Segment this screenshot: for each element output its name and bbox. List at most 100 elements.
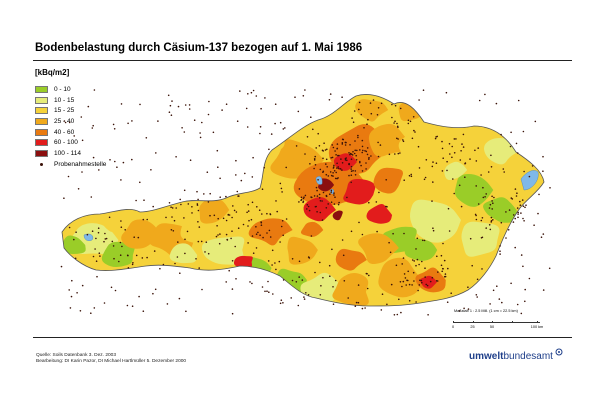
sample-point bbox=[91, 127, 94, 129]
sample-point bbox=[131, 158, 133, 161]
sample-point bbox=[109, 159, 111, 161]
sample-point bbox=[252, 252, 255, 254]
sample-point bbox=[366, 123, 368, 125]
sample-point bbox=[507, 229, 510, 231]
sample-point bbox=[407, 119, 410, 122]
sample-point bbox=[396, 125, 399, 128]
sample-point bbox=[290, 297, 293, 299]
sample-point bbox=[298, 188, 301, 190]
sample-point bbox=[485, 227, 488, 229]
sample-point bbox=[268, 148, 270, 151]
sample-point bbox=[119, 254, 122, 256]
sample-point bbox=[350, 165, 353, 168]
sample-point bbox=[310, 116, 312, 118]
sample-point bbox=[282, 302, 284, 304]
sample-point bbox=[455, 138, 457, 140]
sample-point bbox=[328, 99, 331, 101]
sample-point bbox=[462, 146, 465, 148]
sample-point bbox=[525, 204, 527, 206]
contamination-zone bbox=[248, 218, 293, 246]
sample-point bbox=[431, 165, 434, 168]
sample-point bbox=[432, 229, 435, 232]
sample-point bbox=[77, 188, 80, 190]
sample-point bbox=[475, 294, 478, 296]
sample-point bbox=[215, 235, 218, 238]
sample-point bbox=[350, 158, 353, 160]
sample-point bbox=[201, 288, 203, 291]
sample-point bbox=[90, 312, 92, 315]
sample-point bbox=[274, 103, 277, 105]
sample-point bbox=[141, 257, 144, 259]
sample-point bbox=[441, 140, 443, 143]
sample-point bbox=[228, 214, 231, 216]
sample-point bbox=[520, 212, 522, 214]
sample-point bbox=[171, 100, 173, 102]
sample-point bbox=[482, 186, 484, 189]
legend-item: 40 - 60 bbox=[35, 127, 106, 138]
sample-point bbox=[300, 198, 303, 201]
sample-point bbox=[495, 102, 498, 105]
sample-point bbox=[441, 270, 444, 273]
sample-point bbox=[267, 280, 269, 283]
sample-point bbox=[81, 171, 83, 173]
sample-point bbox=[381, 293, 384, 296]
sample-point bbox=[420, 279, 423, 282]
sample-point bbox=[120, 226, 123, 228]
contamination-zone bbox=[404, 238, 438, 261]
sample-point bbox=[138, 295, 140, 298]
sample-point bbox=[70, 295, 73, 298]
sample-point bbox=[336, 147, 338, 150]
contamination-zone bbox=[332, 210, 343, 221]
sample-point bbox=[364, 307, 366, 309]
sample-point bbox=[548, 267, 551, 270]
sample-point bbox=[200, 240, 203, 243]
sample-point bbox=[357, 136, 359, 139]
sample-point bbox=[251, 176, 254, 178]
sample-point bbox=[484, 196, 486, 198]
sample-point bbox=[247, 225, 249, 227]
sample-point bbox=[73, 238, 75, 241]
sample-point bbox=[280, 225, 283, 228]
sample-point bbox=[295, 281, 298, 283]
sample-point bbox=[451, 145, 454, 148]
sample-point bbox=[131, 263, 134, 266]
contamination-zone bbox=[169, 243, 198, 264]
sample-point bbox=[137, 236, 140, 239]
sample-point bbox=[307, 256, 310, 258]
sample-point bbox=[409, 120, 412, 123]
sample-point bbox=[488, 224, 491, 226]
sample-point bbox=[458, 184, 461, 187]
sample-point bbox=[425, 159, 428, 161]
sample-point bbox=[152, 292, 154, 295]
contamination-zone bbox=[279, 157, 302, 174]
sample-point bbox=[349, 144, 351, 146]
sample-point bbox=[282, 128, 285, 130]
sample-point bbox=[434, 137, 437, 140]
sample-point bbox=[337, 154, 339, 157]
sample-point bbox=[484, 93, 486, 96]
legend-swatch bbox=[35, 139, 48, 147]
sample-point bbox=[247, 203, 249, 206]
sample-point bbox=[520, 312, 523, 315]
sample-point bbox=[496, 285, 498, 288]
sample-point bbox=[111, 240, 114, 243]
sample-point bbox=[462, 133, 465, 136]
sample-point bbox=[424, 276, 427, 278]
sample-point bbox=[522, 205, 525, 207]
sample-point bbox=[542, 233, 545, 235]
sample-point bbox=[467, 308, 470, 310]
sample-point bbox=[308, 209, 311, 212]
sample-point bbox=[259, 132, 261, 135]
legend-item: 15 - 25 bbox=[35, 105, 106, 116]
sample-point bbox=[531, 165, 534, 167]
sample-point bbox=[459, 159, 462, 161]
sample-point bbox=[332, 303, 335, 306]
sample-point bbox=[225, 219, 228, 222]
sample-point bbox=[394, 153, 396, 155]
sample-point bbox=[231, 312, 234, 315]
contamination-zone bbox=[343, 178, 376, 205]
sample-point bbox=[487, 171, 490, 173]
sample-point bbox=[270, 133, 273, 135]
sample-point bbox=[332, 286, 334, 288]
sample-point bbox=[524, 288, 526, 291]
